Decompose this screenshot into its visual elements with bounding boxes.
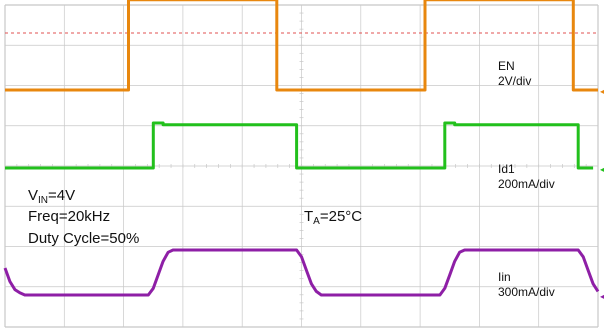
id1-label: Id1 bbox=[498, 162, 515, 176]
en-scale: 2V/div bbox=[498, 74, 531, 88]
ta-value: =25°C bbox=[320, 208, 362, 225]
id1-scale: 200mA/div bbox=[498, 177, 555, 191]
duty-annotation: Duty Cycle=50% bbox=[28, 230, 139, 247]
en-label: EN bbox=[498, 59, 515, 73]
ta-annotation: TA=25°C bbox=[304, 208, 362, 227]
vin-value: =4V bbox=[48, 187, 75, 204]
ta-prefix: T bbox=[304, 208, 313, 225]
freq-annotation: Freq=20kHz bbox=[28, 208, 110, 225]
iin-trace bbox=[3, 248, 600, 297]
vin-annotation: VIN=4V bbox=[28, 187, 75, 206]
vin-prefix: V bbox=[28, 187, 38, 204]
id1-trace bbox=[5, 121, 594, 170]
traces: ◂ ◂ ◂ bbox=[3, 0, 604, 301]
grid bbox=[4, 4, 599, 328]
iin-label: Iin bbox=[498, 270, 511, 284]
iin-trace-ground-marker: ◂ bbox=[600, 292, 604, 301]
vin-subscript: IN bbox=[38, 195, 48, 206]
en-trace bbox=[5, 0, 598, 92]
id1-trace-ground-marker: ◂ bbox=[600, 165, 604, 174]
ta-subscript: A bbox=[313, 216, 320, 227]
iin-scale: 300mA/div bbox=[498, 285, 555, 299]
en-trace-ground-marker: ◂ bbox=[600, 87, 604, 96]
